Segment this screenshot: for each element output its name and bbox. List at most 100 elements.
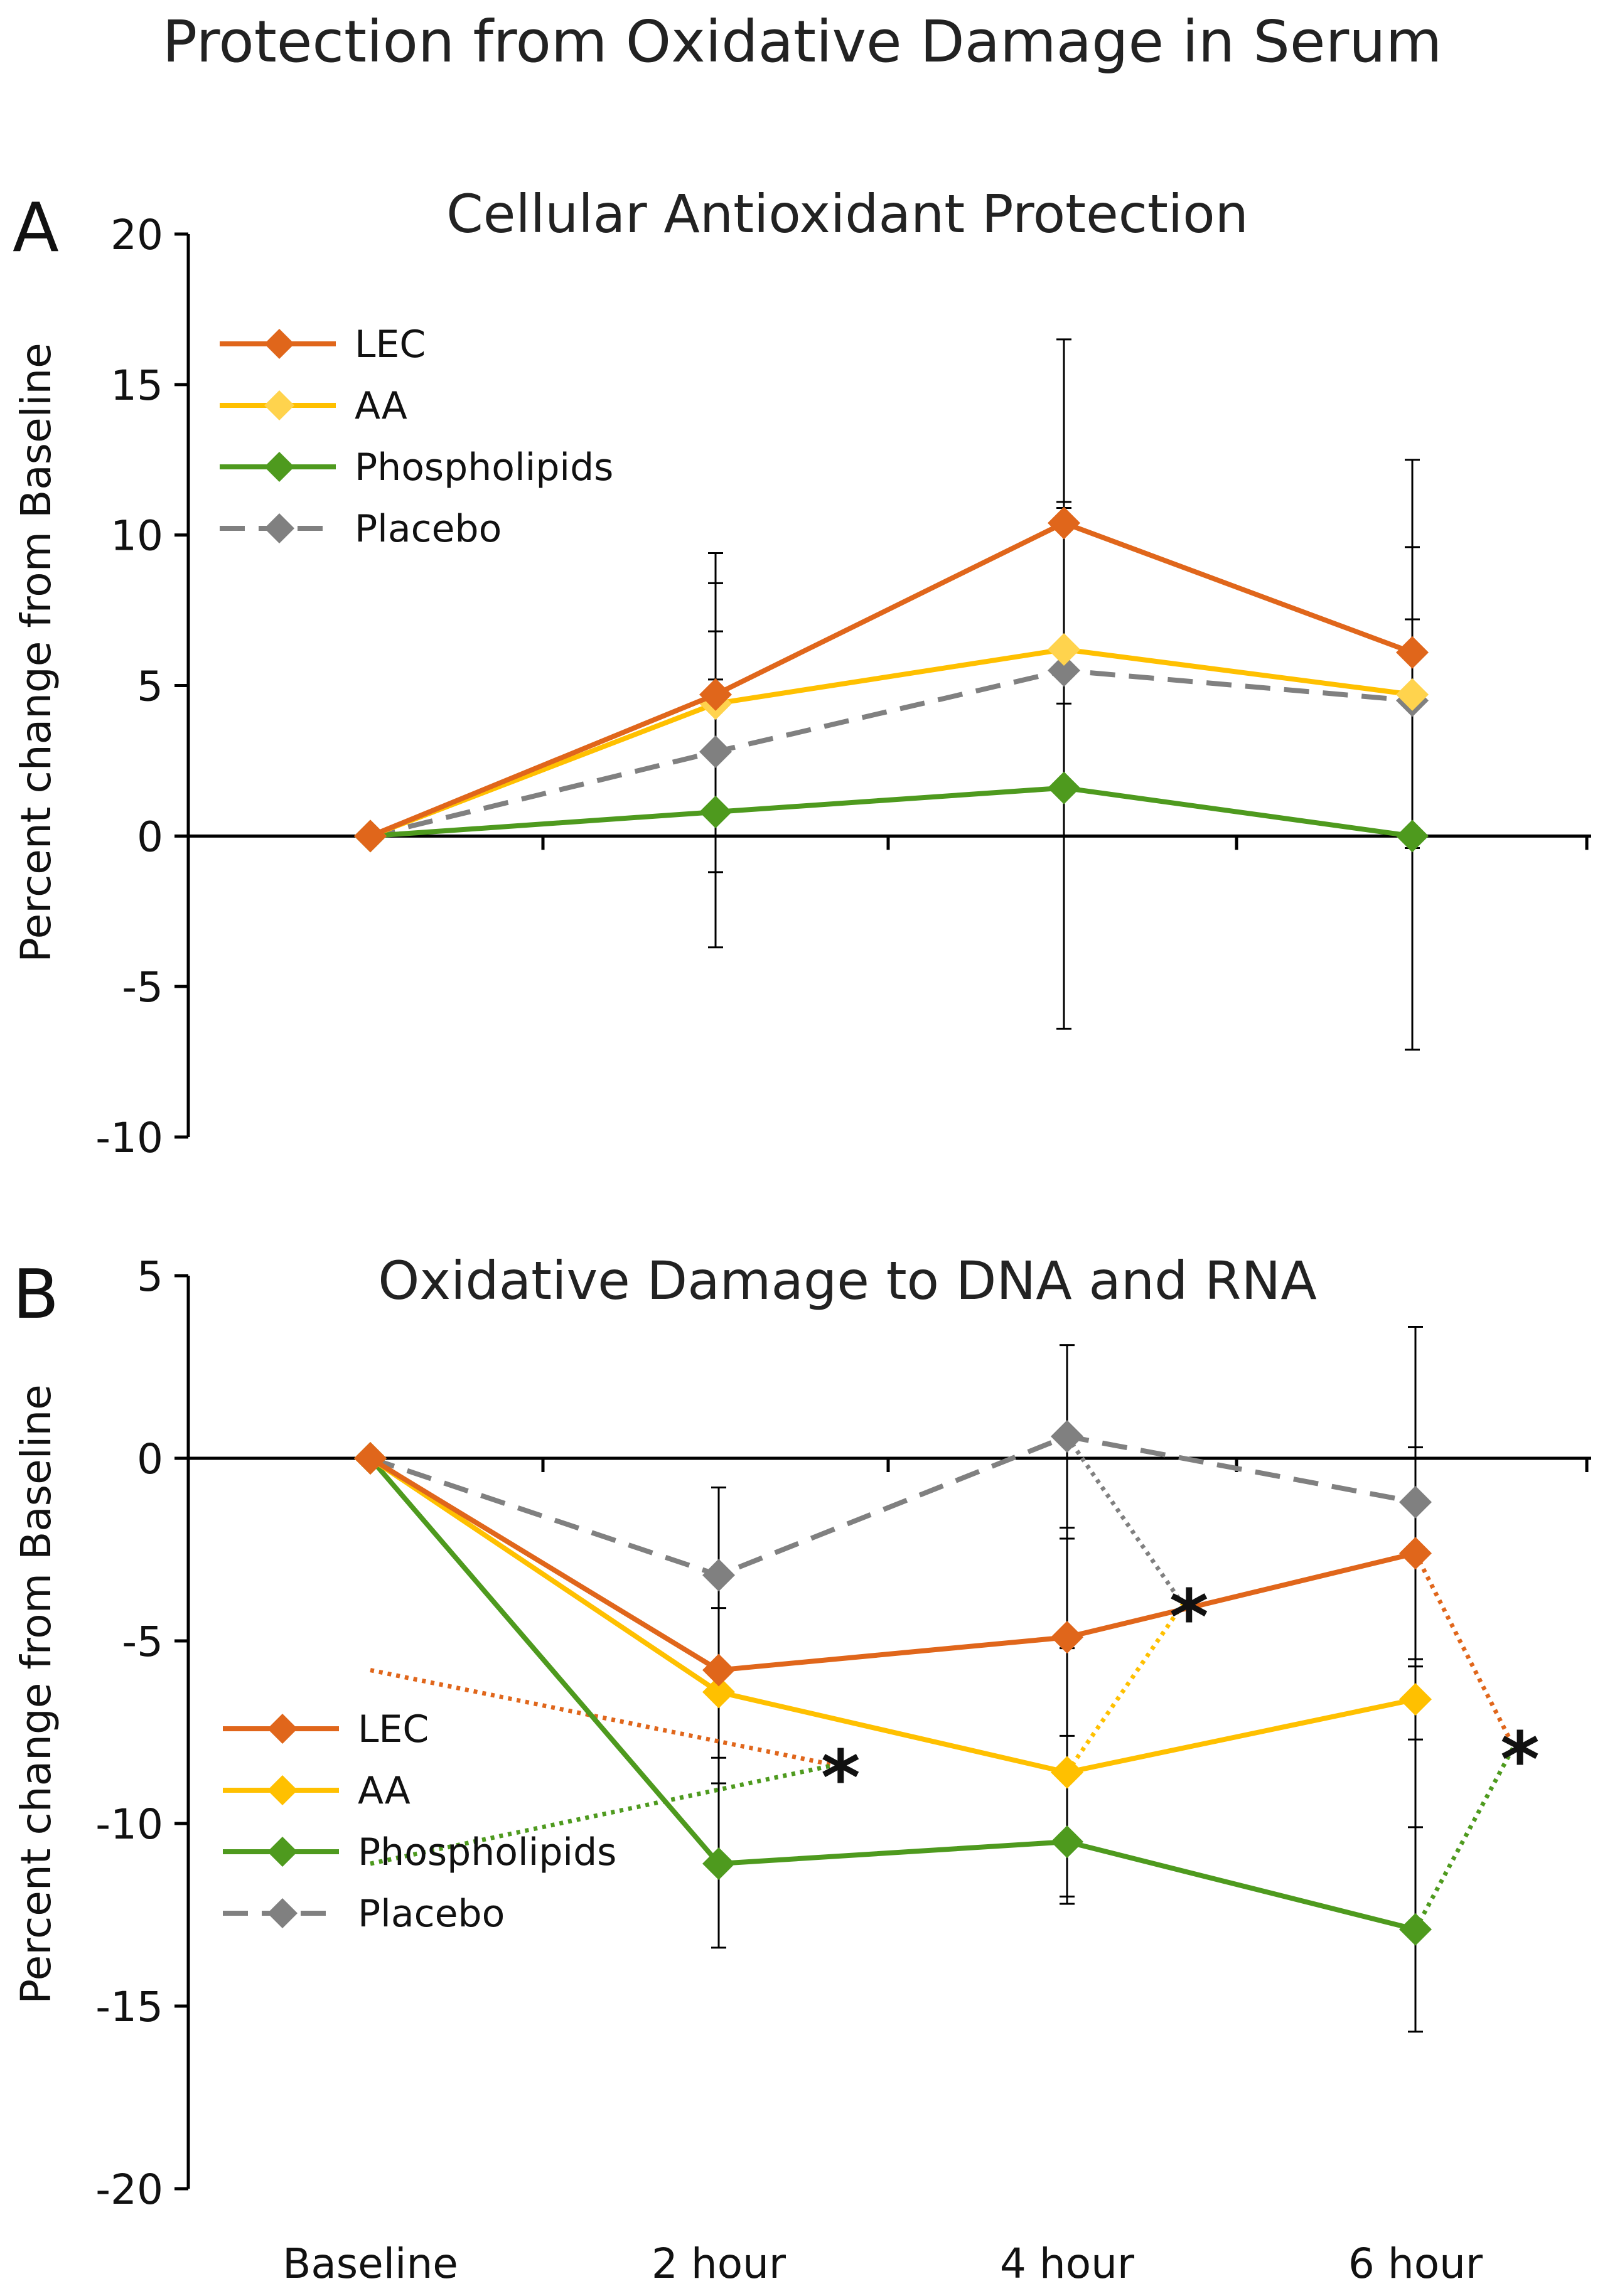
panel-a-y-tick-label: 15 [110, 361, 163, 410]
point-placebo-2-hour [699, 735, 732, 769]
point-placebo-4-hour [1051, 1420, 1083, 1453]
legend-label-lec: LEC [358, 1707, 429, 1751]
legend-marker [267, 1837, 298, 1867]
point-lec-2-hour [699, 678, 732, 711]
significance-connector [1065, 1603, 1185, 1774]
point-aa-6-hour [1396, 678, 1429, 711]
point-phospholipids-6-hour [1399, 1913, 1432, 1946]
panel-b-letter: B [13, 1256, 59, 1334]
legend-item-phospholipids: Phospholipids [223, 1830, 616, 1874]
panel-b-y-tick-label: -10 [95, 1800, 163, 1849]
x-tick-label-6-hour: 6 hour [1348, 2240, 1483, 2288]
legend-item-aa: AA [223, 1769, 411, 1813]
legend-item-lec: LEC [220, 323, 426, 366]
panel-b-title: Oxidative Damage to DNA and RNA [378, 1250, 1317, 1311]
series-line-placebo [370, 668, 1413, 839]
panel-b-y-tick-label: -15 [95, 1983, 163, 2031]
legend-label-phospholipids: Phospholipids [358, 1830, 616, 1874]
panel-a-y-tick-label: 20 [110, 211, 163, 259]
point-aa-6-hour [1399, 1683, 1432, 1716]
panel-b-legend: LEC AA Phospholipids Placebo [223, 1707, 616, 1936]
legend-marker [264, 329, 294, 359]
panel-a-y-tick-label: -5 [122, 963, 163, 1012]
panel-b-significance [370, 1435, 1516, 1931]
panel-a-y-tick-label: 0 [137, 813, 163, 861]
legend-label-placebo: Placebo [358, 1892, 505, 1936]
legend-marker [264, 390, 294, 420]
x-tick-label-2-hour: 2 hour [652, 2240, 786, 2288]
x-tick-label-4-hour: 4 hour [1000, 2240, 1135, 2288]
legend-label-aa: AA [358, 1769, 411, 1813]
point-lec-baseline [354, 820, 387, 853]
series-placebo [354, 1420, 1432, 1592]
legend-item-placebo: Placebo [223, 1892, 505, 1936]
panel-a: A Cellular Antioxidant Protection Percent … [12, 183, 1591, 1162]
legend-marker [267, 1775, 298, 1805]
panel-b-y-tick-label: 5 [137, 1252, 163, 1301]
panel-b-y-tick-label: 0 [137, 1435, 163, 1483]
panel-a-error-bars [708, 338, 1420, 1051]
series-aa [354, 1442, 1432, 1789]
point-lec-4-hour [1051, 1621, 1083, 1654]
point-placebo-6-hour [1399, 1485, 1432, 1519]
legend-item-phospholipids: Phospholipids [220, 446, 613, 489]
point-lec-4-hour [1048, 506, 1080, 540]
legend-label-phospholipids: Phospholipids [355, 446, 613, 489]
significance-asterisk: * [821, 1735, 861, 1822]
point-phospholipids-4-hour [1051, 1825, 1083, 1859]
legend-item-lec: LEC [223, 1707, 429, 1751]
series-line-placebo [369, 1433, 1416, 1578]
series-lec [354, 506, 1429, 853]
panel-a-title: Cellular Antioxidant Protection [446, 183, 1248, 245]
panel-a-y-axis-label: Percent change from Baseline [12, 343, 60, 963]
point-phospholipids-6-hour [1396, 820, 1429, 853]
series-placebo [354, 654, 1429, 853]
point-aa-2-hour [702, 1675, 735, 1709]
legend-label-placebo: Placebo [355, 507, 502, 551]
legend-marker [264, 452, 294, 482]
point-lec-2-hour [702, 1653, 735, 1687]
series-lec [354, 1442, 1432, 1687]
series-line-phospholipids [370, 785, 1413, 839]
series-line-aa [369, 646, 1413, 839]
significance-connector [370, 1668, 835, 1768]
series-line-phospholipids [368, 1456, 1416, 1932]
point-phospholipids-4-hour [1048, 771, 1080, 804]
x-tick-label-baseline: Baseline [282, 2240, 458, 2288]
panel-a-letter: A [13, 189, 59, 267]
point-aa-4-hour [1048, 633, 1080, 666]
point-placebo-4-hour [1048, 654, 1080, 687]
panel-b-y-tick-label: -20 [95, 2165, 163, 2214]
panel-a-y-tick-label: 5 [137, 663, 163, 711]
panel-b: B Oxidative Damage to DNA and RNA Percent … [12, 1250, 1591, 2288]
panel-a-legend: LEC AA Phospholipids Placebo [220, 323, 613, 551]
figure-title: Protection from Oxidative Damage in Seru… [163, 8, 1442, 75]
series-line-lec [368, 1456, 1416, 1673]
legend-label-aa: AA [355, 384, 407, 428]
point-placebo-2-hour [702, 1559, 735, 1592]
legend-item-aa: AA [220, 384, 407, 428]
point-aa-4-hour [1051, 1756, 1083, 1789]
significance-connector [1065, 1435, 1185, 1606]
panel-b-y-tick-label: -5 [122, 1618, 163, 1666]
series-aa [354, 633, 1429, 853]
series-line-aa [368, 1456, 1416, 1775]
point-phospholipids-2-hour [702, 1847, 735, 1881]
legend-item-placebo: Placebo [220, 507, 502, 551]
panel-a-y-tick-label: 10 [110, 512, 163, 560]
significance-asterisk: * [1169, 1574, 1209, 1662]
series-line-lec [369, 520, 1414, 839]
panel-a-y-tick-label: -10 [95, 1114, 163, 1162]
significance-connector [1413, 1746, 1516, 1931]
point-phospholipids-2-hour [699, 795, 732, 828]
point-lec-baseline [354, 1442, 387, 1475]
legend-marker [267, 1898, 298, 1928]
legend-marker [267, 1714, 298, 1744]
significance-asterisk: * [1500, 1717, 1540, 1804]
series-phospholipids [354, 771, 1429, 853]
significance-connector [1413, 1552, 1516, 1748]
point-lec-6-hour [1396, 636, 1429, 669]
panel-b-y-axis-label: Percent change from Baseline [12, 1384, 60, 2004]
point-lec-6-hour [1399, 1537, 1432, 1570]
